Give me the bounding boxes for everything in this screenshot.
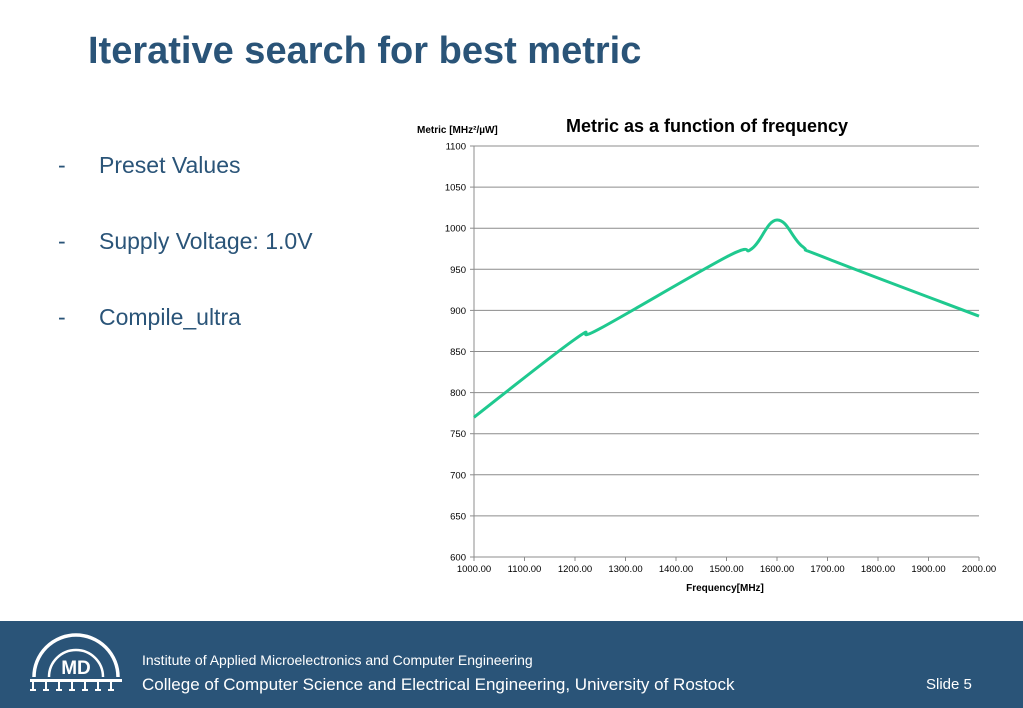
- x-tick-label: 1900.00: [911, 564, 945, 575]
- x-tick-label: 1400.00: [659, 564, 693, 575]
- series-layer: [473, 218, 980, 419]
- y-axis-label: Metric [MHz²/µW]: [417, 125, 498, 136]
- x-tick-label: 1200.00: [558, 564, 592, 575]
- chart-title: Metric as a function of frequency: [566, 116, 848, 136]
- institute-name: Institute of Applied Microelectronics an…: [142, 652, 533, 668]
- y-tick-label: 700: [450, 470, 466, 481]
- x-tick-label: 2000.00: [962, 564, 996, 575]
- x-tick-label: 1800.00: [861, 564, 895, 575]
- slide-title: Iterative search for best metric: [88, 30, 642, 72]
- y-tick-label: 800: [450, 388, 466, 399]
- x-axis-label: Frequency[MHz]: [686, 583, 764, 594]
- axes: [470, 145, 980, 561]
- footer-bar: MD Institute of Applied Microelectronics…: [0, 621, 1023, 708]
- slide-number: Slide 5: [926, 676, 972, 693]
- x-tick-label: 1300.00: [608, 564, 642, 575]
- y-tick-label: 850: [450, 347, 466, 358]
- x-tick-label: 1100.00: [508, 564, 542, 575]
- bullet-text: Preset Values: [99, 152, 241, 178]
- x-tick-label: 1700.00: [810, 564, 844, 575]
- md-logo: MD: [30, 633, 122, 691]
- series-line: [473, 218, 980, 419]
- x-tick-label: 1600.00: [760, 564, 794, 575]
- metric-chart: Metric as a function of frequency Metric…: [417, 116, 996, 594]
- gridlines: [474, 145, 979, 517]
- y-tick-label: 1050: [445, 183, 466, 194]
- y-tick-label: 900: [450, 306, 466, 317]
- bullet-text: Supply Voltage: 1.0V: [99, 228, 313, 254]
- bullet-marker: -: [58, 304, 66, 330]
- y-tick-label: 1000: [445, 224, 466, 235]
- college-name: College of Computer Science and Electric…: [142, 675, 735, 694]
- y-tick-label: 1100: [446, 142, 466, 153]
- y-tick-labels: 600 650 700 750 800 850 900 950 1000 1050 1100: [445, 142, 466, 564]
- x-tick-labels: 1000.00 1100.00 1200.00 1300.00 1400.00 1500.…: [457, 564, 996, 575]
- y-tick-label: 650: [450, 511, 466, 522]
- logo-text: MD: [61, 658, 91, 679]
- x-tick-label: 1000.00: [457, 564, 491, 575]
- y-tick-label: 750: [450, 429, 466, 440]
- y-tick-label: 950: [450, 265, 466, 276]
- x-tick-label: 1500.00: [709, 564, 743, 575]
- bullet-text: Compile_ultra: [99, 304, 241, 330]
- bullet-marker: -: [58, 228, 66, 254]
- bullet-marker: -: [58, 152, 66, 178]
- y-tick-label: 600: [450, 553, 466, 564]
